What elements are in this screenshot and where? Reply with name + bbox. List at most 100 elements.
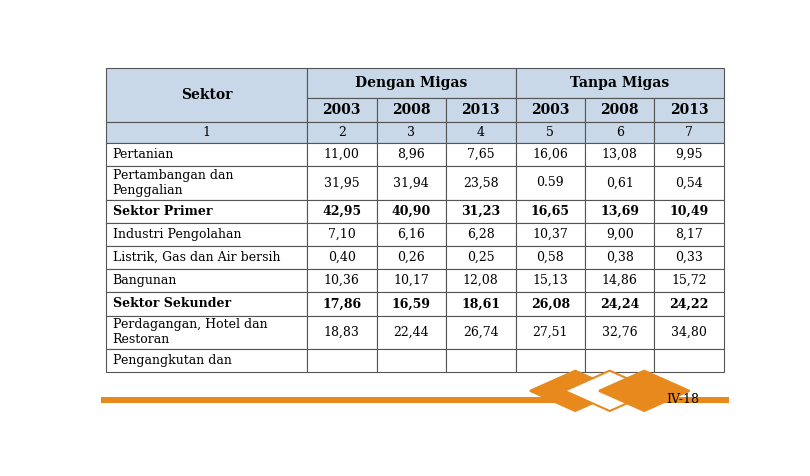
Bar (307, 223, 377, 246)
Text: 2003: 2003 (322, 103, 361, 117)
Bar (654, 316, 724, 349)
Bar (654, 292, 724, 316)
Bar (377, 316, 446, 349)
Text: 7,65: 7,65 (467, 148, 495, 161)
Bar (106, 199, 307, 223)
Polygon shape (530, 371, 620, 411)
Bar (106, 269, 307, 292)
Bar (515, 223, 585, 246)
Bar (585, 223, 654, 246)
Text: 0.59: 0.59 (536, 176, 564, 189)
Text: 42,95: 42,95 (322, 205, 361, 218)
Text: 10,37: 10,37 (532, 228, 568, 241)
Bar (106, 68, 307, 122)
Text: 12,08: 12,08 (463, 274, 499, 287)
Text: 5: 5 (546, 126, 554, 139)
Text: 31,23: 31,23 (461, 205, 501, 218)
Text: Industri Pengolahan: Industri Pengolahan (113, 228, 241, 241)
Bar (307, 316, 377, 349)
Text: 31,95: 31,95 (324, 176, 360, 189)
Text: 13,69: 13,69 (600, 205, 639, 218)
Text: Pertambangan dan
Penggalian: Pertambangan dan Penggalian (113, 169, 233, 197)
Bar (585, 143, 654, 166)
Text: Sektor Sekunder: Sektor Sekunder (113, 298, 231, 310)
Bar (446, 292, 515, 316)
Text: 34,80: 34,80 (671, 326, 707, 339)
Bar (654, 143, 724, 166)
Text: 0,54: 0,54 (676, 176, 703, 189)
Bar (585, 166, 654, 199)
Bar (377, 349, 446, 372)
Text: 2013: 2013 (670, 103, 709, 117)
Bar (515, 98, 585, 122)
Text: 40,90: 40,90 (392, 205, 431, 218)
Text: 2008: 2008 (392, 103, 430, 117)
Bar (106, 223, 307, 246)
Bar (446, 98, 515, 122)
Text: 17,86: 17,86 (322, 298, 361, 310)
Bar (106, 316, 307, 349)
Text: Listrik, Gas dan Air bersih: Listrik, Gas dan Air bersih (113, 251, 280, 264)
Bar (515, 68, 724, 98)
Text: 1: 1 (202, 126, 211, 139)
Bar (446, 166, 515, 199)
Text: 24,22: 24,22 (670, 298, 709, 310)
Text: 8,17: 8,17 (676, 228, 703, 241)
Text: 14,86: 14,86 (602, 274, 637, 287)
Bar (307, 68, 515, 98)
Bar (585, 349, 654, 372)
Bar (585, 269, 654, 292)
Text: 22,44: 22,44 (394, 326, 429, 339)
Text: 7,10: 7,10 (328, 228, 356, 241)
Bar (106, 292, 307, 316)
Text: 16,59: 16,59 (392, 298, 431, 310)
Bar (654, 122, 724, 143)
Text: 10,36: 10,36 (324, 274, 360, 287)
Bar (106, 122, 307, 143)
Bar (585, 316, 654, 349)
Bar (585, 199, 654, 223)
Text: Perdagangan, Hotel dan
Restoran: Perdagangan, Hotel dan Restoran (113, 318, 267, 347)
Text: 32,76: 32,76 (602, 326, 637, 339)
Bar (377, 269, 446, 292)
Text: 15,13: 15,13 (532, 274, 568, 287)
Bar (377, 143, 446, 166)
Text: 24,24: 24,24 (600, 298, 639, 310)
Polygon shape (565, 371, 655, 411)
Text: 3: 3 (407, 126, 416, 139)
Text: 8,96: 8,96 (398, 148, 425, 161)
Bar (307, 199, 377, 223)
Bar (446, 269, 515, 292)
Bar (307, 246, 377, 269)
Bar (515, 166, 585, 199)
Text: 0,61: 0,61 (606, 176, 633, 189)
Text: 7: 7 (685, 126, 693, 139)
Text: Pertanian: Pertanian (113, 148, 174, 161)
Bar (106, 143, 307, 166)
Text: Tanpa Migas: Tanpa Migas (570, 76, 669, 90)
Text: 0,40: 0,40 (328, 251, 356, 264)
Text: 16,06: 16,06 (532, 148, 568, 161)
Text: 31,94: 31,94 (394, 176, 429, 189)
Bar (377, 292, 446, 316)
Bar (307, 143, 377, 166)
Bar (515, 316, 585, 349)
Bar (446, 223, 515, 246)
Text: 2013: 2013 (462, 103, 500, 117)
Text: 18,61: 18,61 (461, 298, 501, 310)
Bar (307, 166, 377, 199)
Text: 23,58: 23,58 (463, 176, 499, 189)
Bar (446, 199, 515, 223)
Text: 4: 4 (477, 126, 484, 139)
Bar (377, 166, 446, 199)
Text: 10,17: 10,17 (394, 274, 429, 287)
Text: Pengangkutan dan: Pengangkutan dan (113, 354, 232, 367)
Bar (515, 122, 585, 143)
Text: 6,16: 6,16 (398, 228, 425, 241)
Text: 16,65: 16,65 (531, 205, 569, 218)
Bar (446, 143, 515, 166)
Bar (446, 122, 515, 143)
Bar (585, 246, 654, 269)
Bar (307, 349, 377, 372)
Polygon shape (599, 371, 689, 411)
